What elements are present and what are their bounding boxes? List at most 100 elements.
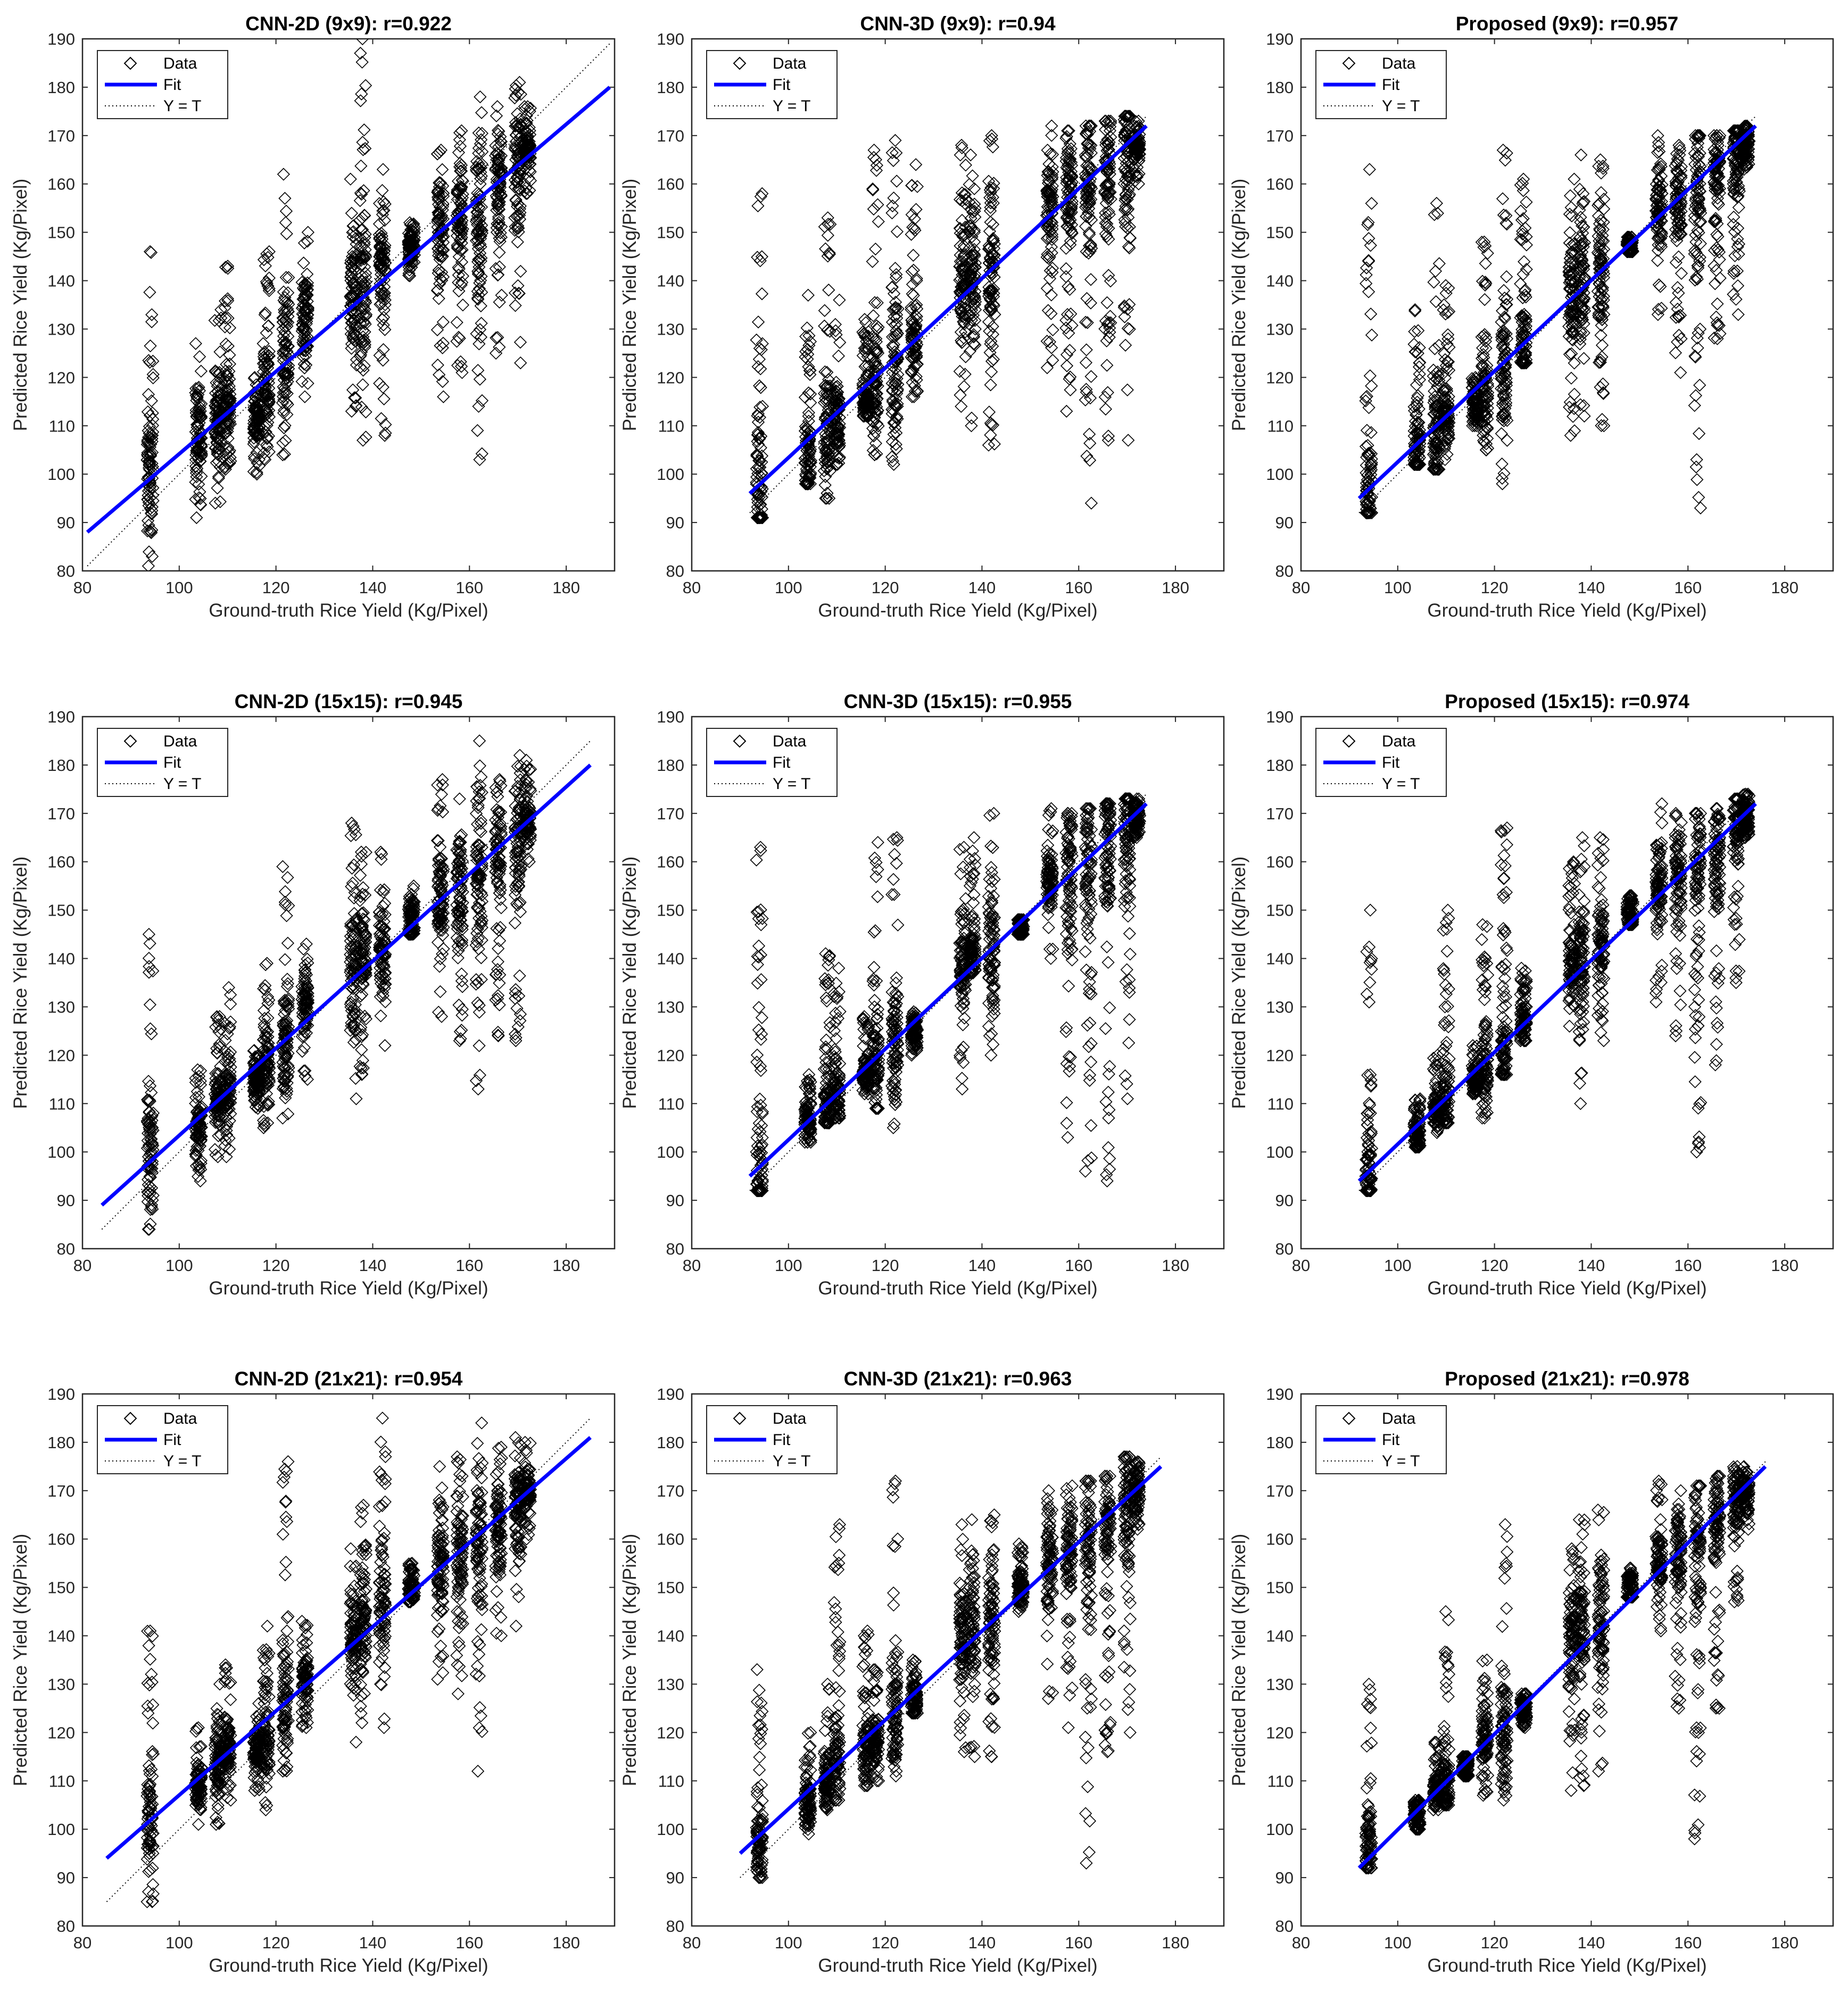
data-point — [356, 136, 369, 149]
data-point — [1100, 296, 1114, 310]
data-point — [1080, 450, 1093, 463]
data-point — [1117, 301, 1131, 314]
data-point — [751, 435, 764, 448]
data-point — [1593, 257, 1606, 270]
data-point — [871, 322, 884, 336]
x-tick-label: 180 — [552, 578, 580, 597]
data-point — [1563, 395, 1577, 409]
data-point — [1495, 457, 1509, 471]
data-point — [378, 429, 392, 442]
data-point — [823, 464, 837, 478]
data-point — [867, 309, 880, 322]
data-point — [1046, 323, 1059, 337]
data-point — [1041, 304, 1055, 317]
data-point — [1568, 402, 1581, 416]
data-point — [1428, 342, 1441, 355]
data-point — [222, 391, 235, 404]
data-point — [1410, 409, 1423, 422]
data-point — [1596, 160, 1610, 173]
data-point — [1042, 252, 1056, 265]
data-point — [1408, 304, 1422, 318]
data-point — [1563, 189, 1577, 202]
data-point — [1574, 211, 1587, 224]
data-point — [1476, 359, 1489, 372]
data-point — [890, 225, 904, 238]
data-point — [379, 418, 392, 431]
data-point — [256, 426, 270, 440]
data-point — [820, 462, 834, 476]
data-point — [355, 55, 369, 69]
data-point — [907, 390, 921, 403]
data-point — [1671, 302, 1684, 316]
data-point — [1578, 409, 1591, 423]
data-point — [377, 287, 390, 300]
data-point — [1438, 453, 1452, 467]
data-point — [356, 39, 369, 46]
data-point — [474, 254, 487, 268]
data-point — [752, 353, 766, 366]
data-point — [1671, 335, 1684, 348]
data-point — [955, 138, 968, 152]
y-tick-label: 110 — [658, 417, 684, 435]
data-point — [984, 215, 997, 229]
data-point — [968, 290, 981, 304]
data-point — [358, 335, 371, 348]
data-point — [453, 234, 467, 247]
legend-label: Data — [163, 55, 197, 72]
data-point — [752, 511, 766, 525]
data-point — [433, 146, 446, 159]
data-point — [752, 511, 766, 525]
data-point — [857, 409, 870, 423]
data-point — [1059, 270, 1073, 284]
data-point — [212, 376, 226, 389]
data-point — [346, 219, 360, 232]
data-point — [143, 455, 157, 469]
data-point — [987, 196, 1000, 210]
data-point — [889, 438, 902, 451]
data-point — [905, 228, 918, 241]
data-point — [346, 331, 360, 345]
data-point — [452, 261, 465, 274]
data-point — [518, 103, 532, 116]
data-point — [142, 455, 155, 468]
data-point — [1363, 163, 1376, 176]
data-point — [1597, 419, 1611, 433]
data-point — [474, 273, 487, 287]
data-point — [451, 238, 464, 252]
data-point — [1518, 255, 1531, 268]
data-point — [1653, 145, 1666, 159]
data-point — [1728, 225, 1742, 239]
data-point — [491, 217, 504, 230]
data-point — [430, 323, 444, 337]
data-point — [212, 471, 226, 485]
data-point — [1085, 213, 1098, 227]
data-point — [831, 435, 844, 448]
data-point — [354, 46, 367, 60]
data-point — [213, 439, 226, 452]
data-point — [471, 268, 485, 281]
data-point — [755, 511, 768, 525]
data-point — [301, 235, 314, 248]
data-point — [1411, 439, 1424, 453]
data-point — [891, 368, 905, 381]
data-point — [221, 384, 234, 397]
data-point — [1427, 408, 1440, 421]
y-tick-label: 120 — [1266, 368, 1294, 387]
data-point — [1652, 139, 1665, 153]
data-point — [888, 416, 902, 429]
data-point — [355, 223, 368, 237]
data-point — [1123, 231, 1137, 244]
data-point — [1061, 124, 1074, 137]
data-point — [1693, 322, 1707, 336]
data-point — [194, 492, 207, 505]
data-point — [959, 350, 972, 363]
data-point — [1062, 124, 1075, 137]
data-point — [831, 420, 845, 434]
data-point — [219, 311, 232, 325]
data-point — [1101, 318, 1114, 331]
data-point — [355, 345, 368, 359]
data-point — [1411, 420, 1424, 433]
data-point — [1673, 213, 1686, 227]
data-point — [472, 225, 485, 238]
data-point — [1692, 148, 1705, 162]
